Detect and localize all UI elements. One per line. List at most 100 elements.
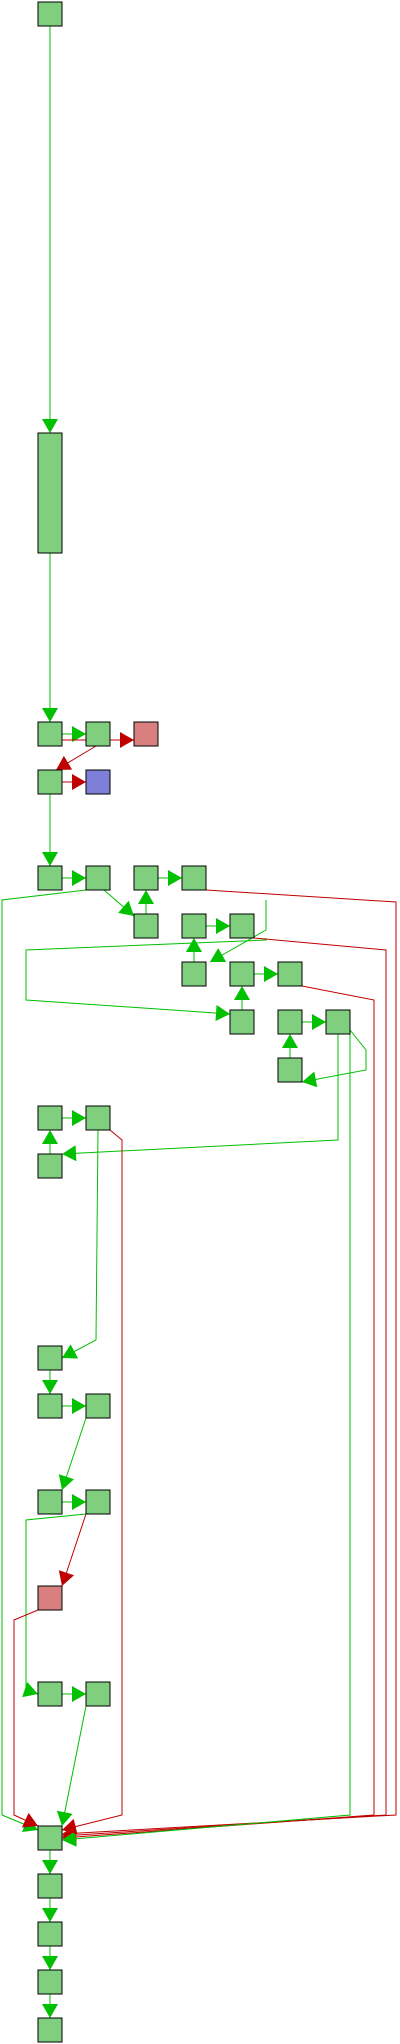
- arrowhead-icon: [58, 1474, 75, 1490]
- node-n18-default: [277, 1009, 303, 1035]
- edge-n8-to-n11: [103, 889, 135, 917]
- node-n8-default: [85, 865, 111, 891]
- edge-n21-to-n23: [62, 1110, 86, 1126]
- edge-n12-to-n13: [206, 918, 230, 934]
- node-n33-default: [37, 1873, 63, 1899]
- arrowhead-icon: [210, 948, 227, 962]
- edge-n32-to-n33: [42, 1850, 58, 1874]
- arrowhead-icon: [42, 1130, 58, 1144]
- edge-n15-to-n16: [254, 966, 278, 982]
- edge-n28-to-n30: [22, 1513, 87, 1698]
- edge-n22-to-n21: [42, 1130, 58, 1154]
- edge-line: [61, 889, 397, 1835]
- arrowhead-icon: [42, 1956, 58, 1970]
- arrowhead-icon: [42, 1860, 58, 1874]
- edge-line: [301, 1029, 367, 1083]
- edge-n30-to-n31: [62, 1686, 86, 1702]
- arrowhead-icon: [42, 2004, 58, 2018]
- edge-n35-to-n36: [42, 1994, 58, 2018]
- arrowhead-icon: [138, 890, 154, 904]
- arrowhead-icon: [168, 870, 182, 886]
- edge-n33-to-n34: [42, 1898, 58, 1922]
- node-n23-default: [85, 1105, 111, 1131]
- edge-n1-to-n2: [42, 553, 58, 722]
- nodes-layer: [37, 1, 351, 2043]
- node-n27-default: [37, 1489, 63, 1515]
- arrowhead-icon: [302, 1071, 318, 1088]
- edge-line: [209, 900, 267, 963]
- edge-n20-to-n18: [302, 1014, 326, 1030]
- node-n36-default: [37, 2017, 63, 2043]
- arrowhead-icon: [72, 1686, 86, 1702]
- arrowhead-icon: [234, 986, 250, 1000]
- node-n22-default: [37, 1153, 63, 1179]
- node-n16-default: [277, 961, 303, 987]
- edge-n9-to-n10: [158, 870, 182, 886]
- edge-n23-to-n32: [61, 1129, 123, 1835]
- edge-line: [61, 1129, 99, 1359]
- arrowhead-icon: [72, 1398, 86, 1414]
- node-n9-default: [133, 865, 159, 891]
- arrowhead-icon: [62, 1830, 77, 1847]
- arrowhead-icon: [42, 1380, 58, 1394]
- arrowhead-icon: [42, 708, 58, 722]
- node-n30-default: [37, 1681, 63, 1707]
- edge-n31-to-n32: [56, 1705, 87, 1827]
- arrowhead-icon: [72, 870, 86, 886]
- edge-n23-to-n24: [61, 1129, 99, 1359]
- edge-line: [1, 889, 87, 1831]
- edge-n29-to-n32: [13, 1609, 39, 1828]
- edge-n13-to-n32: [61, 937, 387, 1844]
- edge-line: [61, 1034, 339, 1155]
- node-n5-default: [37, 769, 63, 795]
- node-n21-default: [37, 1105, 63, 1131]
- arrowhead-icon: [62, 1344, 79, 1359]
- node-n12-default: [181, 913, 207, 939]
- arrowhead-icon: [42, 852, 58, 866]
- edge-n34-to-n35: [42, 1946, 58, 1970]
- edge-n25-to-n26: [62, 1398, 86, 1414]
- arrowhead-icon: [72, 774, 86, 790]
- node-n7-default: [37, 865, 63, 891]
- arrowhead-icon: [42, 1908, 58, 1922]
- edge-n11-to-n9: [138, 890, 154, 914]
- edge-n26-to-n27: [58, 1417, 87, 1491]
- edge-n27-to-n28: [62, 1494, 86, 1510]
- edge-line: [61, 1705, 87, 1827]
- node-n0-default: [37, 1, 63, 27]
- edge-n5-to-n7: [42, 794, 58, 866]
- edge-n2-to-n3: [62, 726, 86, 742]
- node-n14-default: [181, 961, 207, 987]
- arrowhead-icon: [58, 1570, 75, 1586]
- node-n25-default: [37, 1393, 63, 1419]
- edge-n7-to-n8: [62, 870, 86, 886]
- edge-n28-to-n29: [58, 1513, 87, 1587]
- node-n19-default: [325, 1009, 351, 1035]
- arrowhead-icon: [312, 1014, 326, 1030]
- edge-line: [61, 1034, 351, 1841]
- node-n4-error: [133, 721, 159, 747]
- edge-n14-to-n12: [186, 938, 202, 962]
- edge-line: [61, 1129, 123, 1831]
- arrowhead-icon: [118, 900, 134, 916]
- edge-n19-to-n32: [61, 1034, 351, 1847]
- arrowhead-icon: [62, 1145, 77, 1162]
- node-n35-default: [37, 1969, 63, 1995]
- arrowhead-icon: [72, 1494, 86, 1510]
- edge-n10-to-n14: [209, 900, 267, 963]
- edge-n0-to-n1: [42, 26, 58, 433]
- arrowhead-icon: [216, 918, 230, 934]
- edges-layer: [1, 26, 397, 2018]
- node-n10-default: [181, 865, 207, 891]
- arrowhead-icon: [42, 419, 58, 433]
- arrowhead-icon: [120, 732, 134, 748]
- edge-n18-to-n19: [301, 1029, 367, 1088]
- node-n1-default: [37, 432, 63, 554]
- arrowhead-icon: [72, 726, 86, 742]
- node-n24-default: [37, 1345, 63, 1371]
- node-n29-error: [37, 1585, 63, 1611]
- arrowhead-icon: [215, 1005, 230, 1022]
- arrowhead-icon: [72, 1110, 86, 1126]
- node-n6-exit: [85, 769, 111, 795]
